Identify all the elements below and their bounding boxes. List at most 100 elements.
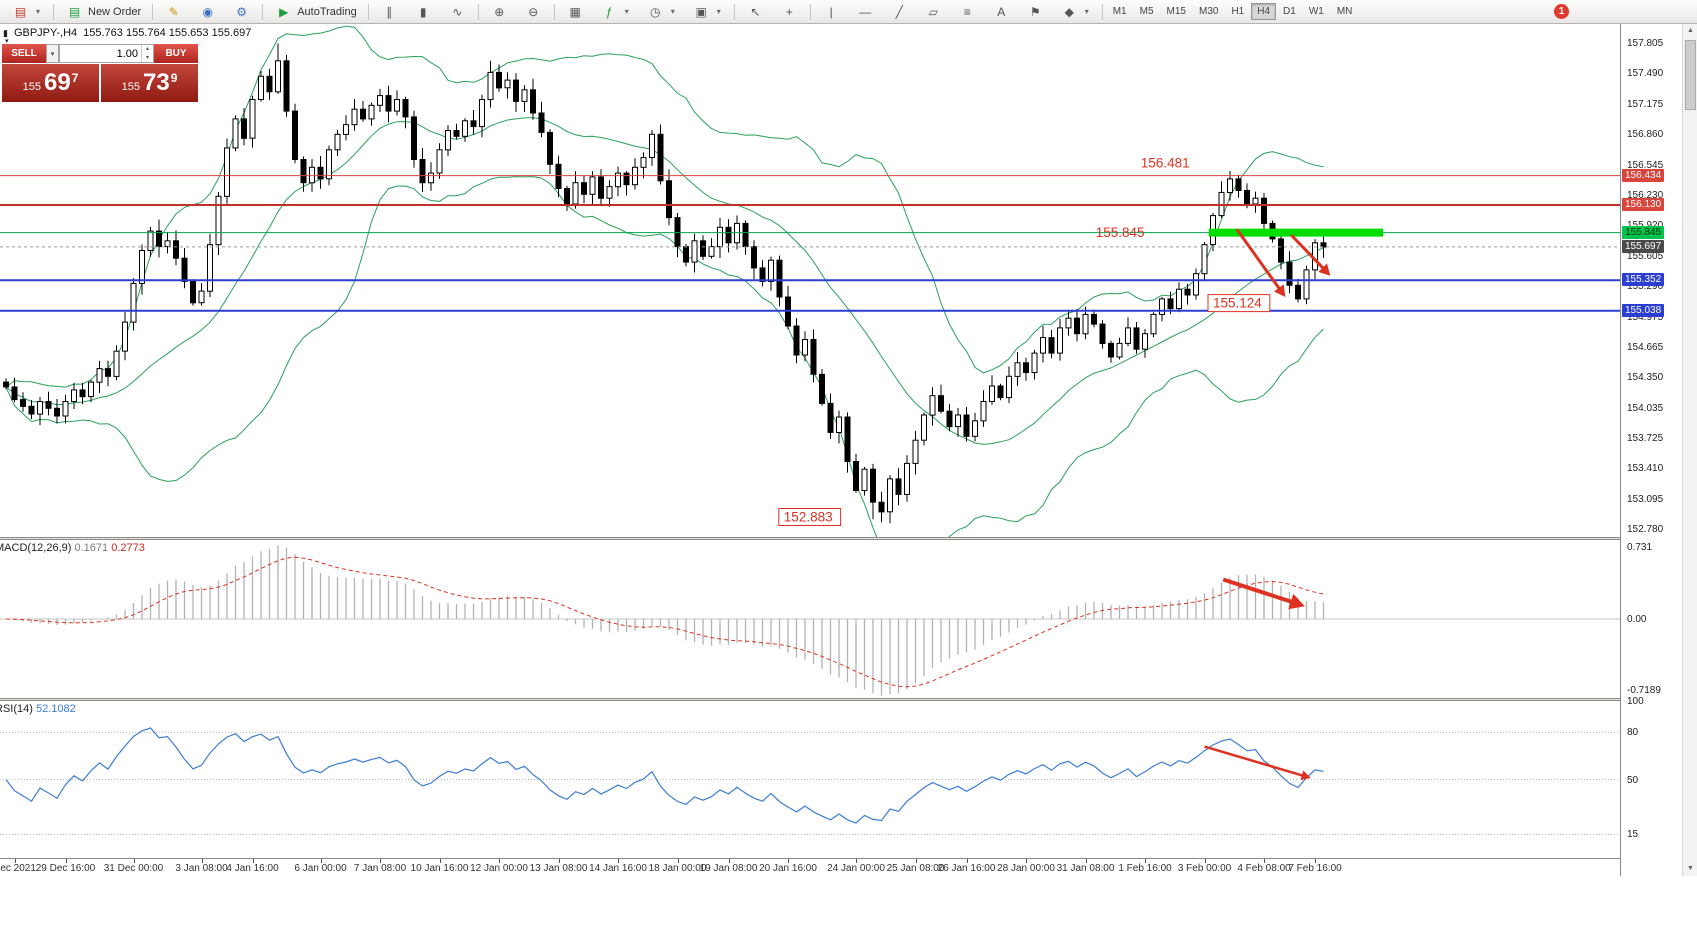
trade-panel-toggle[interactable]: ▾ (5, 38, 9, 45)
templates-button[interactable]: ▣ ▾ (685, 2, 730, 21)
time-axis-tick (252, 859, 254, 863)
macd-indicator-label: MACD(12,26,9) 0.1671 0.2773 (0, 542, 145, 554)
cursor-button[interactable]: ↖ (739, 2, 772, 21)
price-axis-label: 154.665 (1627, 341, 1664, 353)
notification-badge[interactable]: 1 (1554, 4, 1569, 19)
buy-price-button[interactable]: 155 73 9 (101, 64, 198, 102)
volume-down-icon[interactable]: ▾ (145, 54, 149, 61)
new-order-button[interactable]: ▤ New Order (58, 2, 148, 21)
new-order-icon: ▤ (68, 4, 81, 19)
timeframe-w1[interactable]: W1 (1308, 6, 1324, 17)
rsi-axis-label: 50 (1627, 774, 1639, 786)
time-axis-label: 3 Feb 00:00 (1177, 863, 1232, 874)
label-tool-button[interactable]: ⚑ (1019, 2, 1052, 21)
zoom-out-button[interactable]: ⊖ (517, 2, 550, 21)
fibonacci-icon: ≡ (963, 4, 971, 19)
chevron-down-icon: ▾ (35, 6, 40, 16)
price-axis-tag: 156.434 (1622, 168, 1665, 182)
price-axis-label: 155.605 (1627, 250, 1664, 262)
metaeditor-button[interactable]: ✎ (157, 2, 190, 21)
trend-arrow[interactable] (1290, 233, 1331, 276)
buy-button[interactable]: BUY (154, 44, 198, 63)
scroll-up-icon[interactable]: ▲ (1687, 27, 1694, 34)
trend-arrow[interactable] (1204, 745, 1311, 781)
timeframe-m15[interactable]: M15 (1166, 6, 1186, 17)
annotation-box[interactable] (1207, 294, 1271, 313)
scrollbar-thumb[interactable] (1685, 40, 1696, 110)
time-axis-label: 12 Jan 00:00 (470, 863, 528, 874)
symbol-chart-icon: ▮ (3, 27, 8, 38)
annotation-text[interactable]: 155.845 (1096, 225, 1145, 240)
line-chart-button[interactable]: ∿ (441, 2, 474, 21)
price-axis-tag: 155.697 (1622, 239, 1665, 253)
order-type-dropdown[interactable]: ▾ (46, 44, 59, 63)
horizontal-level-lines[interactable] (0, 175, 1620, 312)
timeframe-d1[interactable]: D1 (1283, 6, 1296, 17)
zoom-in-button[interactable]: ⊕ (483, 2, 516, 21)
bollinger-bands (5, 25, 1324, 537)
sell-button[interactable]: SELL (2, 44, 46, 63)
sell-price-pip: 7 (71, 71, 79, 85)
macd-indicator-panel[interactable] (0, 540, 1620, 698)
zoom-out-icon: ⊖ (528, 4, 539, 19)
candlestick-chart-icon: ▮ (419, 4, 427, 19)
volume-input[interactable] (60, 45, 141, 62)
rsi-level-lines (0, 731, 1620, 835)
autotrading-button[interactable]: ▶ AutoTrading (267, 2, 364, 21)
volume-up-icon[interactable]: ▴ (145, 46, 149, 52)
horizontal-line-icon: ― (859, 4, 872, 19)
vertical-scrollbar[interactable]: ▲ ▼ (1682, 24, 1697, 876)
options-button[interactable]: ⚙ (225, 2, 258, 21)
timeframe-h1[interactable]: H1 (1231, 6, 1245, 17)
horizontal-line-button[interactable]: ― (849, 2, 882, 21)
annotation-box[interactable] (778, 508, 842, 526)
tile-windows-button[interactable]: ▦ (559, 2, 592, 21)
vertical-line-button[interactable]: | (815, 2, 848, 21)
price-axis-label: 153.095 (1627, 493, 1664, 505)
annotation-text[interactable]: 155.124 (1213, 296, 1262, 311)
rsi-indicator-panel[interactable] (0, 701, 1620, 858)
line-chart-icon: ∿ (452, 4, 463, 19)
symbol-name: GBPJPY-,H4 (13, 27, 78, 39)
trend-arrow[interactable] (1222, 577, 1305, 610)
bar-chart-button[interactable]: ∥ (373, 2, 406, 21)
new-chart-button[interactable]: ▤ ▾ (4, 2, 49, 21)
price-axis-label: 153.725 (1627, 432, 1664, 444)
time-axis-tick (728, 859, 730, 863)
sell-price-button[interactable]: 155 69 7 (2, 64, 99, 102)
price-axis-tag: 155.845 (1622, 225, 1665, 239)
text-tool-button[interactable]: A (985, 2, 1018, 21)
shapes-button[interactable]: ◆ ▾ (1053, 2, 1098, 21)
chevron-down-icon: ▾ (716, 6, 721, 16)
rsi-axis-label: 15 (1627, 829, 1639, 841)
time-axis-label: 31 Dec 00:00 (103, 863, 164, 874)
toolbar-separator (367, 3, 369, 20)
timeframe-mn[interactable]: MN (1336, 6, 1353, 17)
time-axis-label: 10 Jan 16:00 (410, 863, 469, 874)
channel-button[interactable]: ▱ (917, 2, 950, 21)
annotation-text[interactable]: 156.481 (1141, 155, 1190, 170)
scroll-down-icon[interactable]: ▼ (1687, 865, 1694, 872)
annotation-text[interactable]: 152.883 (784, 510, 833, 525)
main-price-chart[interactable]: 156.481 155.845 155.124 152.883 (0, 24, 1620, 537)
candlestick-chart-button[interactable]: ▮ (407, 2, 440, 21)
timeframe-m5[interactable]: M5 (1139, 6, 1154, 17)
timeframe-h4[interactable]: H4 (1251, 3, 1277, 20)
strategy-tester-button[interactable]: ◉ (191, 2, 224, 21)
time-axis-tick (499, 859, 500, 863)
crosshair-button[interactable]: + (773, 2, 806, 21)
periods-button[interactable]: ◷ ▾ (639, 2, 684, 21)
time-axis-label: 4 Feb 08:00 (1237, 863, 1291, 874)
indicators-button[interactable]: ƒ ▾ (593, 2, 638, 21)
price-axis[interactable]: 157.805 157.490 157.175 156.860 156.545 156.2… (1620, 24, 1682, 876)
timeframe-m30[interactable]: M30 (1198, 6, 1219, 17)
panel-resize-handle[interactable] (0, 537, 1682, 540)
panel-resize-handle[interactable] (0, 698, 1682, 701)
timeframe-m1[interactable]: M1 (1112, 6, 1127, 17)
fibonacci-button[interactable]: ≡ (951, 2, 984, 21)
trendline-button[interactable]: ╱ (883, 2, 916, 21)
trend-arrow[interactable] (1235, 228, 1286, 297)
time-axis-tick (915, 859, 917, 863)
toolbar-separator (553, 3, 555, 20)
